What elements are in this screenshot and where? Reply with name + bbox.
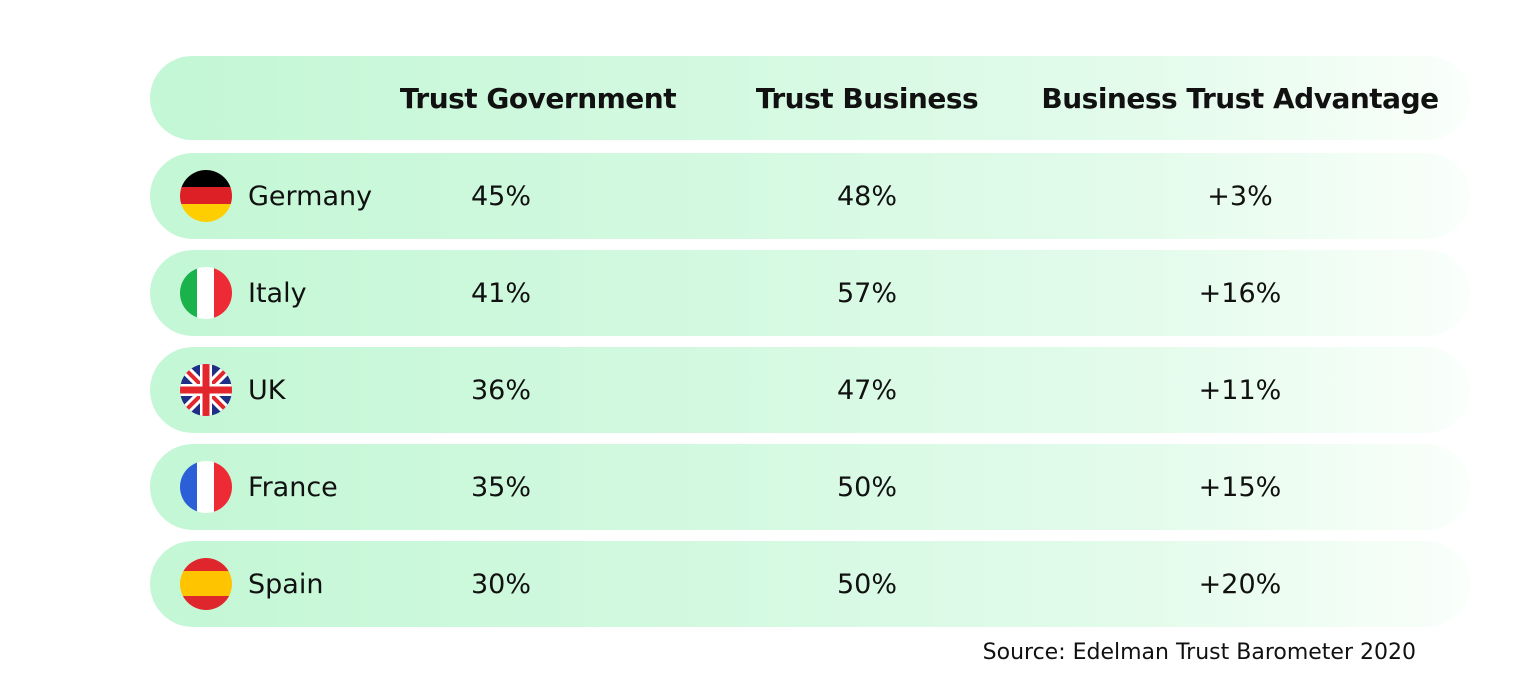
germany-flag-icon bbox=[180, 170, 232, 222]
table-header-row: Trust Government Trust Business Business… bbox=[150, 56, 1470, 140]
trust-government-value: 30% bbox=[470, 568, 532, 600]
italy-flag-icon bbox=[180, 267, 232, 319]
trust-business-value: 50% bbox=[836, 471, 898, 503]
trust-government-value: 35% bbox=[470, 471, 532, 503]
country-name: Italy bbox=[248, 277, 307, 309]
table-row-germany: Germany 45% 48% +3% bbox=[150, 153, 1470, 239]
advantage-value: +20% bbox=[1198, 568, 1282, 600]
advantage-value: +15% bbox=[1198, 471, 1282, 503]
advantage-value: +16% bbox=[1198, 277, 1282, 309]
country-cell: Italy bbox=[180, 250, 307, 336]
country-name: Germany bbox=[248, 180, 373, 212]
country-cell: UK bbox=[180, 347, 285, 433]
source-note: Source: Edelman Trust Barometer 2020 bbox=[982, 640, 1416, 665]
country-name: Spain bbox=[248, 568, 324, 600]
country-name: UK bbox=[248, 374, 286, 406]
table-row-spain: Spain 30% 50% +20% bbox=[150, 541, 1470, 627]
advantage-value: +3% bbox=[1207, 180, 1273, 212]
trust-business-value: 48% bbox=[836, 180, 898, 212]
header-trust-government: Trust Government bbox=[399, 81, 677, 115]
trust-table: Trust Government Trust Business Business… bbox=[150, 56, 1470, 638]
uk-flag-icon bbox=[180, 364, 232, 416]
france-flag-icon bbox=[180, 461, 232, 513]
trust-government-value: 41% bbox=[470, 277, 532, 309]
table-row-france: France 35% 50% +15% bbox=[150, 444, 1470, 530]
trust-government-value: 45% bbox=[470, 180, 532, 212]
trust-business-value: 50% bbox=[836, 568, 898, 600]
country-cell: Germany bbox=[180, 153, 372, 239]
country-cell: France bbox=[180, 444, 338, 530]
header-trust-business: Trust Business bbox=[755, 81, 979, 115]
country-cell: Spain bbox=[180, 541, 323, 627]
table-row-italy: Italy 41% 57% +16% bbox=[150, 250, 1470, 336]
spain-flag-icon bbox=[180, 558, 232, 610]
header-business-trust-advantage: Business Trust Advantage bbox=[1041, 81, 1439, 115]
trust-business-value: 47% bbox=[836, 374, 898, 406]
trust-business-value: 57% bbox=[836, 277, 898, 309]
country-name: France bbox=[248, 471, 338, 503]
table-row-uk: UK 36% 47% +11% bbox=[150, 347, 1470, 433]
advantage-value: +11% bbox=[1198, 374, 1282, 406]
trust-government-value: 36% bbox=[470, 374, 532, 406]
